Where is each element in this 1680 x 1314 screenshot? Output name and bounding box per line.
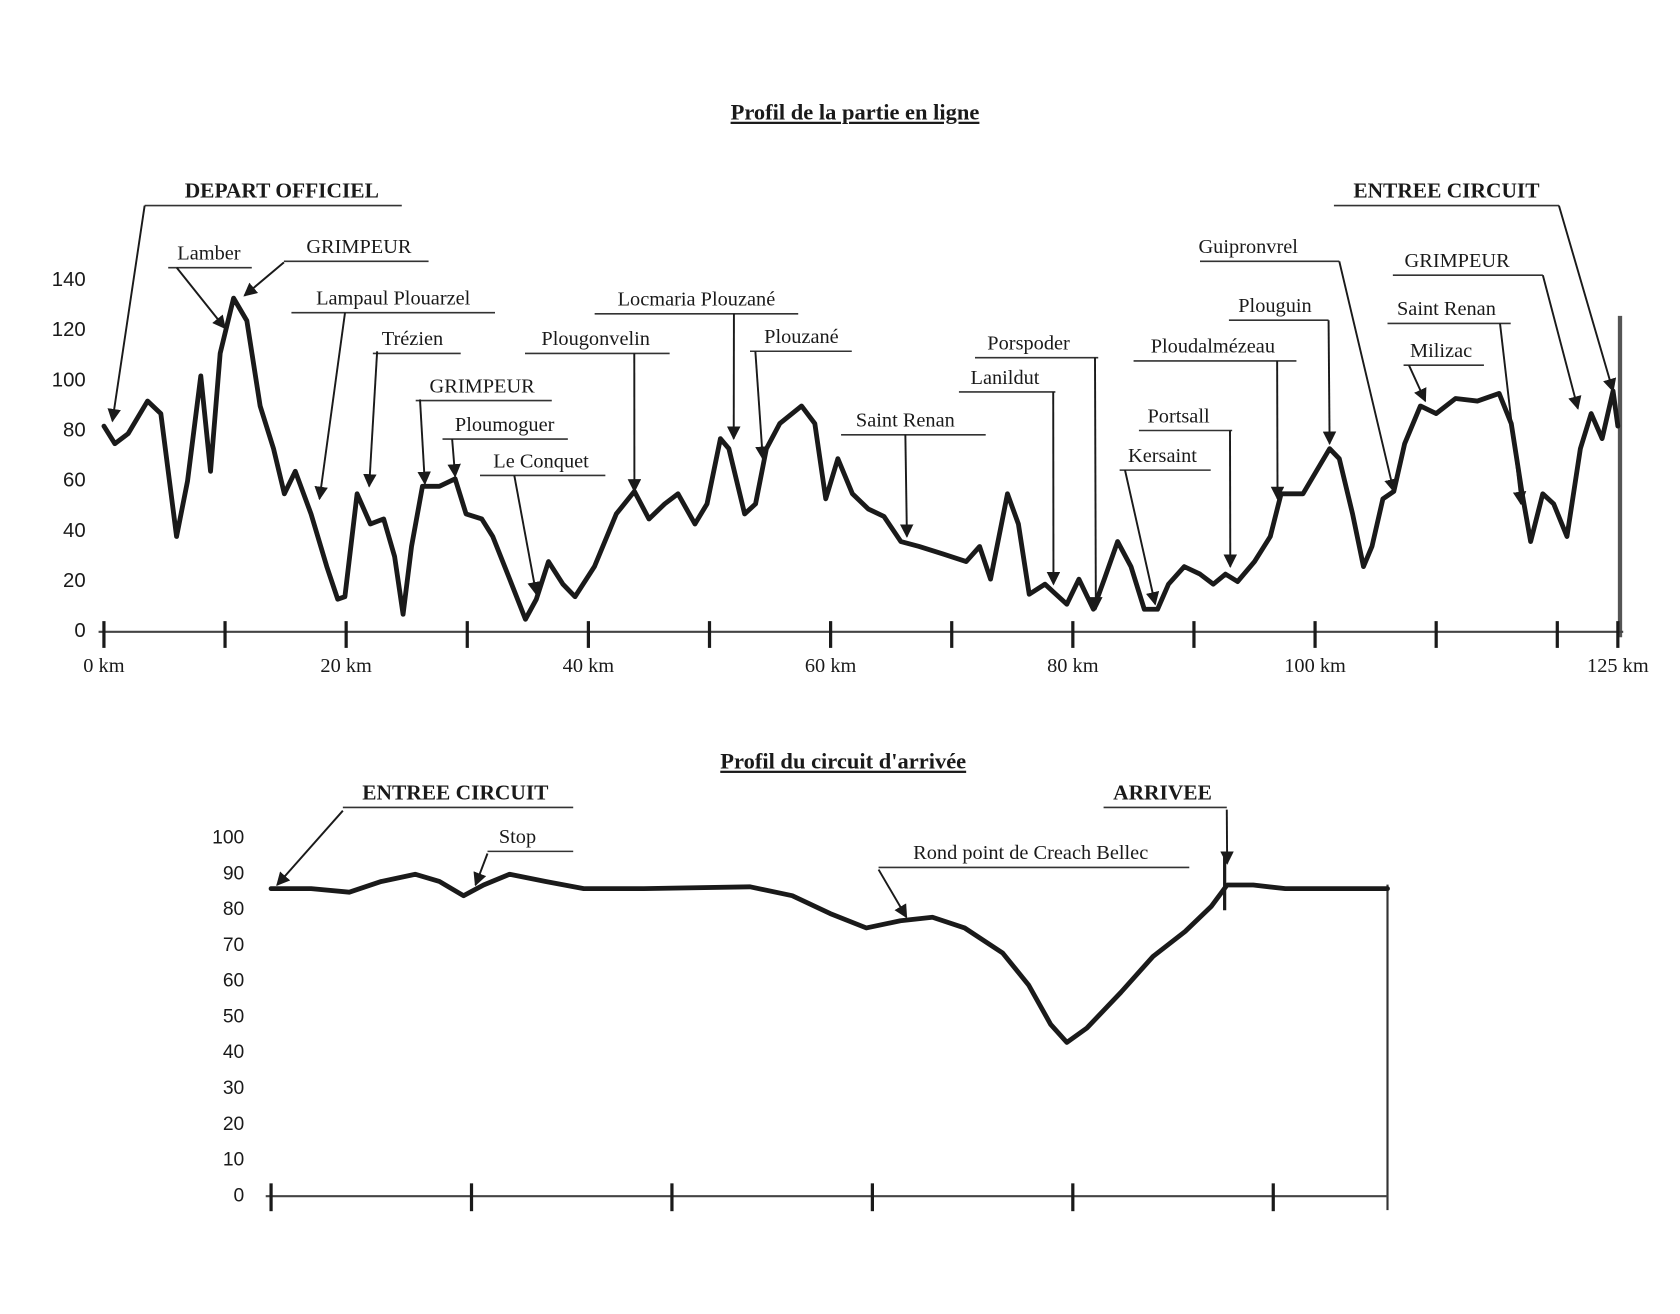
annotation-arrow (754, 351, 769, 461)
annotation-label: Le Conquet (493, 450, 589, 472)
chart-title: Profil du circuit d'arrivée (720, 749, 966, 774)
annotation-arrow (243, 261, 285, 297)
annotation-arrow (314, 312, 346, 501)
y-tick-label: 60 (63, 470, 86, 492)
annotation-arrow (1089, 357, 1103, 611)
annotation-label: Plougonvelin (541, 328, 650, 350)
x-tick-label: 0 km (83, 655, 124, 677)
x-tick-label: 60 km (805, 655, 857, 677)
y-tick-label: 30 (223, 1078, 244, 1099)
x-tick-label: 100 km (1284, 655, 1346, 677)
annotation-arrow (877, 869, 908, 919)
annotation-label: Lanildut (971, 367, 1040, 389)
annotation-label: Milizac (1410, 340, 1472, 362)
annotation-label: Trézien (382, 328, 443, 350)
annotation-label: Ploumoguer (455, 414, 555, 436)
y-tick-label: 20 (63, 570, 86, 592)
annotation-arrow (1338, 261, 1398, 493)
annotation-label: Plouguin (1238, 295, 1312, 317)
annotation-arrow (899, 434, 914, 538)
y-tick-label: 50 (223, 1006, 244, 1027)
y-tick-label: 70 (223, 935, 244, 956)
annotation-label: ARRIVEE (1113, 781, 1212, 805)
y-tick-label: 40 (63, 520, 86, 542)
annotation-label: Lamber (177, 243, 240, 265)
x-tick-label: 40 km (563, 655, 615, 677)
annotation-label: Kersaint (1128, 445, 1197, 467)
annotation-label: Porspoder (987, 333, 1070, 355)
x-tick-label: 20 km (320, 655, 372, 677)
annotation-label: DEPART OFFICIEL (185, 179, 379, 203)
annotation-arrow (1541, 274, 1582, 410)
annotation-label: Rond point de Creach Bellec (913, 842, 1148, 864)
annotation-arrow (417, 399, 431, 486)
x-tick-label: 125 km (1587, 655, 1649, 677)
annotation-label: GRIMPEUR (430, 375, 536, 397)
annotation-arrow (1124, 469, 1160, 606)
chart-title: Profil de la partie en ligne (731, 100, 980, 125)
annotation-arrow (473, 853, 489, 887)
annotation-label: Stop (499, 826, 536, 848)
annotation-label: Plouzané (764, 326, 839, 348)
annotation-label: Portsall (1147, 405, 1210, 427)
y-tick-label: 100 (212, 828, 244, 849)
y-tick-label: 100 (52, 369, 86, 391)
y-tick-label: 0 (74, 620, 85, 642)
annotation-arrow (447, 438, 461, 478)
x-tick-label: 80 km (1047, 655, 1099, 677)
annotation-label: Lampaul Plouarzel (316, 288, 471, 310)
y-tick-label: 40 (223, 1042, 244, 1063)
annotation-arrow (176, 267, 226, 330)
elevation-line (101, 295, 1621, 622)
y-tick-label: 90 (223, 863, 244, 884)
annotation-label: Saint Renan (1397, 298, 1496, 320)
annotation-label: Ploudalmézeau (1151, 336, 1275, 358)
annotation-arrow (1558, 205, 1617, 393)
annotation-arrow (107, 205, 146, 423)
annotation-arrow (276, 810, 344, 887)
annotation-label: Locmaria Plouzané (618, 289, 776, 311)
annotation-label: Guipronvrel (1198, 236, 1298, 258)
annotation-arrow (1499, 323, 1527, 506)
y-tick-label: 0 (234, 1185, 245, 1206)
annotation-arrow (363, 351, 379, 488)
annotation-label: ENTREE CIRCUIT (1353, 179, 1539, 203)
annotation-label: GRIMPEUR (306, 236, 412, 258)
y-tick-label: 60 (223, 971, 244, 992)
annotation-label: GRIMPEUR (1405, 250, 1511, 272)
y-tick-label: 20 (223, 1114, 244, 1135)
y-tick-label: 140 (52, 269, 86, 291)
annotation-arrow (513, 475, 541, 596)
y-tick-label: 120 (52, 319, 86, 341)
y-tick-label: 10 (223, 1150, 244, 1171)
annotation-arrow (1322, 320, 1337, 446)
y-tick-label: 80 (63, 419, 86, 441)
annotation-label: Saint Renan (856, 410, 955, 432)
elevation-line (268, 871, 1390, 1045)
y-tick-label: 80 (223, 899, 244, 920)
annotation-arrow (1408, 364, 1427, 403)
annotation-label: ENTREE CIRCUIT (362, 781, 548, 805)
